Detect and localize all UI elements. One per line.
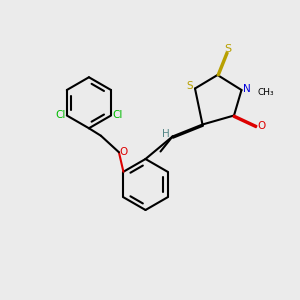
Text: S: S (186, 80, 193, 91)
Text: CH₃: CH₃ (257, 88, 274, 97)
Text: O: O (257, 121, 265, 131)
Text: O: O (119, 147, 128, 157)
Text: Cl: Cl (55, 110, 65, 121)
Text: N: N (243, 83, 251, 94)
Text: Cl: Cl (112, 110, 123, 121)
Text: S: S (224, 44, 232, 55)
Text: H: H (162, 129, 170, 139)
